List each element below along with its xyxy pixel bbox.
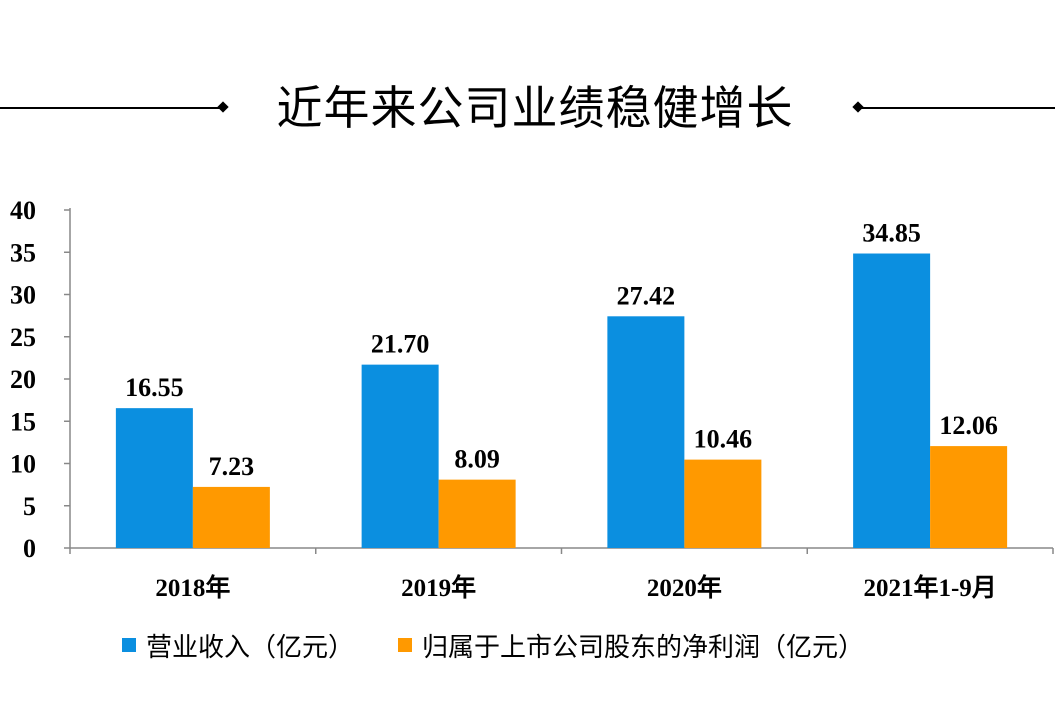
data-label-revenue: 34.85 xyxy=(862,219,921,248)
data-label-net-profit: 10.46 xyxy=(694,425,753,454)
legend-swatch-net-profit xyxy=(398,638,413,652)
x-category-label: 2018年 xyxy=(155,573,230,602)
bar-chart: 0 5 10 15 20 25 30 35 40 16.55 7.23 2018年 21.70 8.09 2… xyxy=(10,196,1054,602)
y-tick-label: 5 xyxy=(23,492,36,521)
legend-item-net-profit: 归属于上市公司股东的净利润（亿元） xyxy=(398,627,864,664)
y-tick-label: 25 xyxy=(10,323,36,352)
y-tick-label: 15 xyxy=(10,407,36,436)
title-rule-left xyxy=(0,107,222,109)
bar-net-profit xyxy=(930,446,1008,548)
data-label-revenue: 21.70 xyxy=(371,330,430,359)
y-tick-label: 20 xyxy=(10,365,36,394)
bar-revenue xyxy=(115,408,193,548)
x-category-label: 2019年 xyxy=(401,573,476,602)
bar-net-profit xyxy=(684,459,762,548)
title-row: 近年来公司业绩稳健增长 xyxy=(0,70,1055,150)
bar-net-profit xyxy=(438,479,516,548)
y-tick-label: 30 xyxy=(10,281,36,310)
data-label-revenue: 16.55 xyxy=(125,373,184,402)
bar-revenue xyxy=(607,316,685,548)
legend-swatch-revenue xyxy=(122,638,136,652)
y-tick-label: 0 xyxy=(23,534,36,563)
data-label-net-profit: 7.23 xyxy=(209,452,255,481)
y-tick-label: 10 xyxy=(10,450,36,479)
data-label-net-profit: 12.06 xyxy=(939,411,998,440)
y-tick-label: 35 xyxy=(10,238,36,267)
data-label-net-profit: 8.09 xyxy=(454,445,500,474)
x-category-label: 2020年 xyxy=(647,573,722,602)
bar-revenue xyxy=(853,253,931,548)
title-rule-right xyxy=(858,107,1055,109)
page-title: 近年来公司业绩稳健增长 xyxy=(276,81,794,135)
y-tick-label: 40 xyxy=(10,196,36,225)
legend-label-net-profit: 归属于上市公司股东的净利润（亿元） xyxy=(422,632,865,663)
legend-item-revenue: 营业收入（亿元） xyxy=(122,627,354,664)
x-category-label: 2021年1-9月 xyxy=(863,573,996,602)
bar-revenue xyxy=(361,364,439,548)
data-label-revenue: 27.42 xyxy=(617,281,676,310)
bar-net-profit xyxy=(192,486,270,548)
legend: 营业收入（亿元） 归属于上市公司股东的净利润（亿元） xyxy=(122,625,908,665)
legend-label-revenue: 营业收入（亿元） xyxy=(146,632,355,663)
